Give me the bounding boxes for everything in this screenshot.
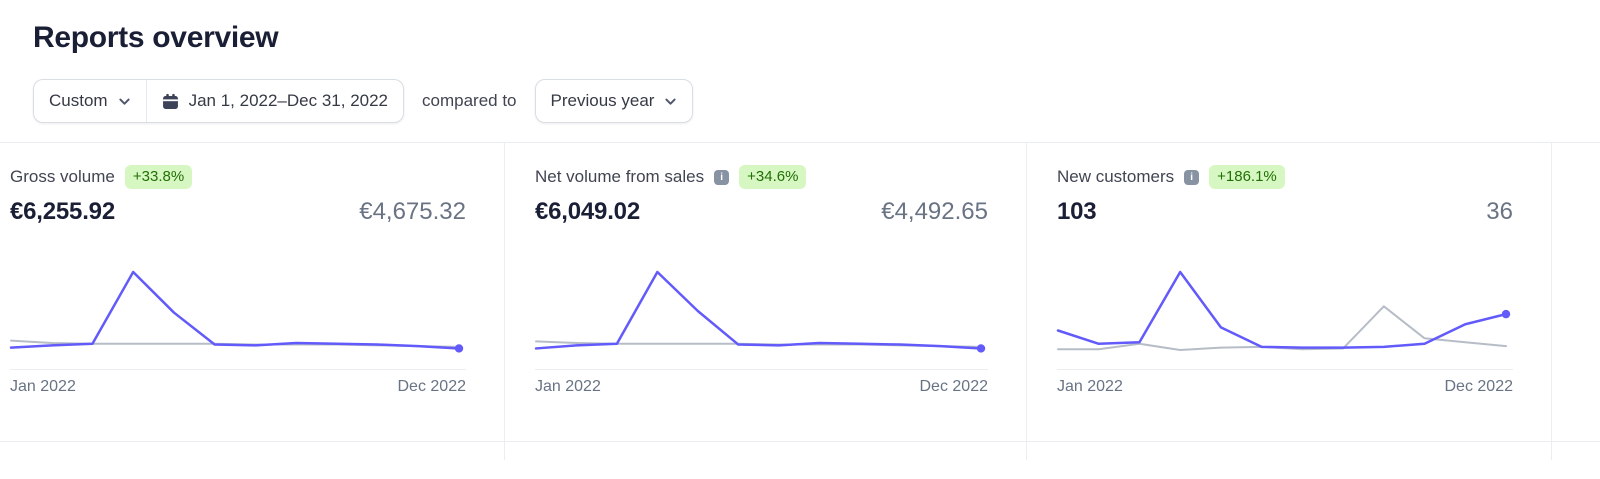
- info-icon[interactable]: i: [1184, 169, 1200, 185]
- metric-label: Gross volume: [10, 167, 115, 186]
- metric-label: New customers: [1057, 167, 1175, 186]
- change-badge: +34.6%: [739, 165, 807, 189]
- next-row-stub: [0, 441, 504, 460]
- sparkline-svg: [9, 270, 464, 353]
- metric-value: €6,255.92: [10, 198, 115, 225]
- chevron-down-icon: [118, 98, 130, 105]
- date-range-label: Jan 1, 2022–Dec 31, 2022: [188, 91, 389, 110]
- info-icon[interactable]: i: [714, 169, 730, 185]
- metric-label: Net volume from sales: [535, 167, 705, 186]
- comparison-label: Previous year: [550, 91, 655, 110]
- chevron-down-icon: [665, 98, 677, 105]
- metric-card-net-volume[interactable]: Net volume from sales i +34.6% €6,049.02…: [504, 143, 1026, 441]
- metric-card-cutoff: [1551, 143, 1600, 441]
- sparkline-chart: Jan 2022 Dec 2022: [9, 262, 467, 396]
- x-axis-end-label: Dec 2022: [919, 378, 989, 395]
- change-badge: +186.1%: [1209, 165, 1285, 189]
- x-axis-end-label: Dec 2022: [1444, 378, 1514, 395]
- page-title: Reports overview: [33, 21, 279, 54]
- change-badge: +33.8%: [124, 165, 193, 189]
- comparison-dropdown[interactable]: Previous year: [534, 79, 694, 123]
- x-axis-start-label: Jan 2022: [1057, 378, 1123, 395]
- sparkline-chart: Jan 2022 Dec 2022: [534, 262, 989, 396]
- metric-previous-value: €4,492.65: [881, 198, 988, 225]
- range-preset-dropdown[interactable]: Custom: [34, 80, 146, 122]
- x-axis-start-label: Jan 2022: [10, 378, 76, 395]
- metric-previous-value: €4,675.32: [359, 198, 466, 225]
- metric-value: 103: [1057, 198, 1097, 225]
- date-range-control: Custom Jan 1, 2022–Dec 31, 2022: [33, 79, 405, 123]
- range-preset-label: Custom: [49, 91, 108, 110]
- next-row-stub: [1026, 441, 1551, 460]
- sparkline-chart: Jan 2022 Dec 2022: [1056, 262, 1514, 396]
- calendar-icon: [162, 93, 178, 109]
- sparkline-svg: [1056, 270, 1511, 351]
- date-range-picker[interactable]: Jan 1, 2022–Dec 31, 2022: [145, 80, 403, 122]
- x-axis-start-label: Jan 2022: [535, 378, 601, 395]
- next-row-stub: [504, 441, 1026, 460]
- metric-card-gross-volume[interactable]: Gross volume +33.8% €6,255.92 €4,675.32 …: [0, 143, 504, 441]
- reports-grid: Gross volume +33.8% €6,255.92 €4,675.32 …: [0, 142, 1600, 460]
- x-axis-end-label: Dec 2022: [397, 378, 467, 395]
- sparkline-svg: [534, 270, 986, 353]
- report-toolbar: Custom Jan 1, 2022–Dec 31, 2022 compared…: [33, 79, 1600, 123]
- metric-value: €6,049.02: [535, 198, 640, 225]
- next-row-stub: [1551, 441, 1600, 460]
- compared-to-label: compared to: [422, 91, 517, 110]
- metric-previous-value: 36: [1486, 198, 1513, 225]
- metric-card-new-customers[interactable]: New customers i +186.1% 103 36 Jan 2022 …: [1026, 143, 1551, 441]
